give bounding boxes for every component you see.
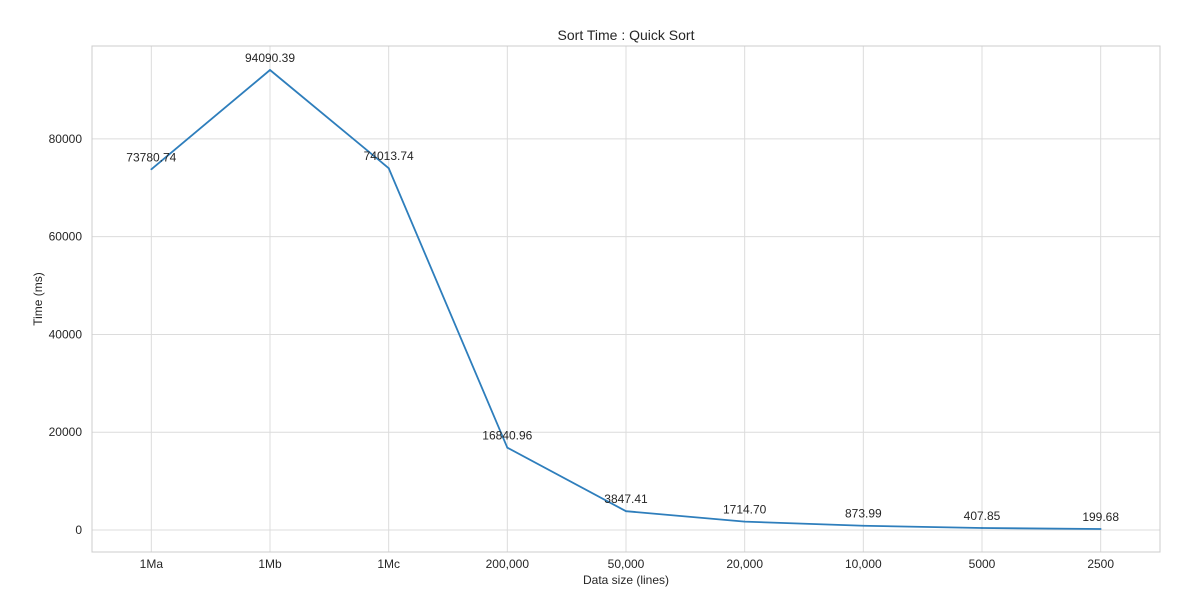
data-label: 3847.41 — [604, 492, 648, 506]
x-tick-label: 1Mc — [377, 557, 400, 571]
data-label: 407.85 — [964, 509, 1001, 523]
x-tick-label: 5000 — [969, 557, 996, 571]
x-tick-label: 10,000 — [845, 557, 882, 571]
data-label: 94090.39 — [245, 51, 295, 65]
x-tick-label: 20,000 — [726, 557, 763, 571]
data-label: 73780.74 — [126, 150, 176, 164]
data-point — [981, 527, 983, 529]
data-labels: 73780.74 94090.39 74013.74 16840.96 3847.41 1… — [126, 51, 1119, 524]
data-point — [1099, 528, 1102, 530]
x-tick-label: 1Mb — [258, 557, 282, 571]
x-tick-label: 2500 — [1087, 557, 1114, 571]
y-axis-label: Time (ms) — [31, 272, 45, 326]
y-tick-label: 60000 — [49, 230, 83, 244]
data-point — [862, 524, 865, 527]
x-axis-ticks: 1Ma 1Mb 1Mc 200,000 50,000 20,000 10,000 5000 25… — [140, 557, 1115, 571]
data-point — [625, 510, 627, 513]
y-tick-label: 40000 — [49, 327, 83, 341]
y-tick-label: 0 — [75, 523, 82, 537]
data-label: 1714.70 — [723, 503, 767, 517]
plot-frame — [91, 45, 1161, 553]
y-tick-label: 20000 — [49, 425, 83, 439]
data-point — [387, 167, 390, 170]
y-axis-ticks: 0 20000 40000 60000 80000 — [49, 132, 83, 537]
x-tick-label: 1Ma — [140, 557, 164, 571]
grid-lines — [92, 46, 1160, 552]
data-label: 873.99 — [845, 507, 882, 521]
series-layer — [150, 69, 1102, 530]
data-point — [150, 168, 153, 171]
data-point — [269, 69, 271, 71]
y-tick-label: 80000 — [49, 132, 83, 146]
x-tick-label: 50,000 — [608, 557, 645, 571]
data-label: 74013.74 — [364, 149, 414, 163]
x-axis-label: Data size (lines) — [583, 573, 669, 587]
data-label: 16840.96 — [482, 429, 532, 443]
chart-title: Sort Time : Quick Sort — [558, 27, 695, 43]
data-label: 199.68 — [1082, 510, 1119, 524]
x-tick-label: 200,000 — [486, 557, 530, 571]
data-point — [743, 520, 746, 523]
data-point — [506, 446, 509, 449]
